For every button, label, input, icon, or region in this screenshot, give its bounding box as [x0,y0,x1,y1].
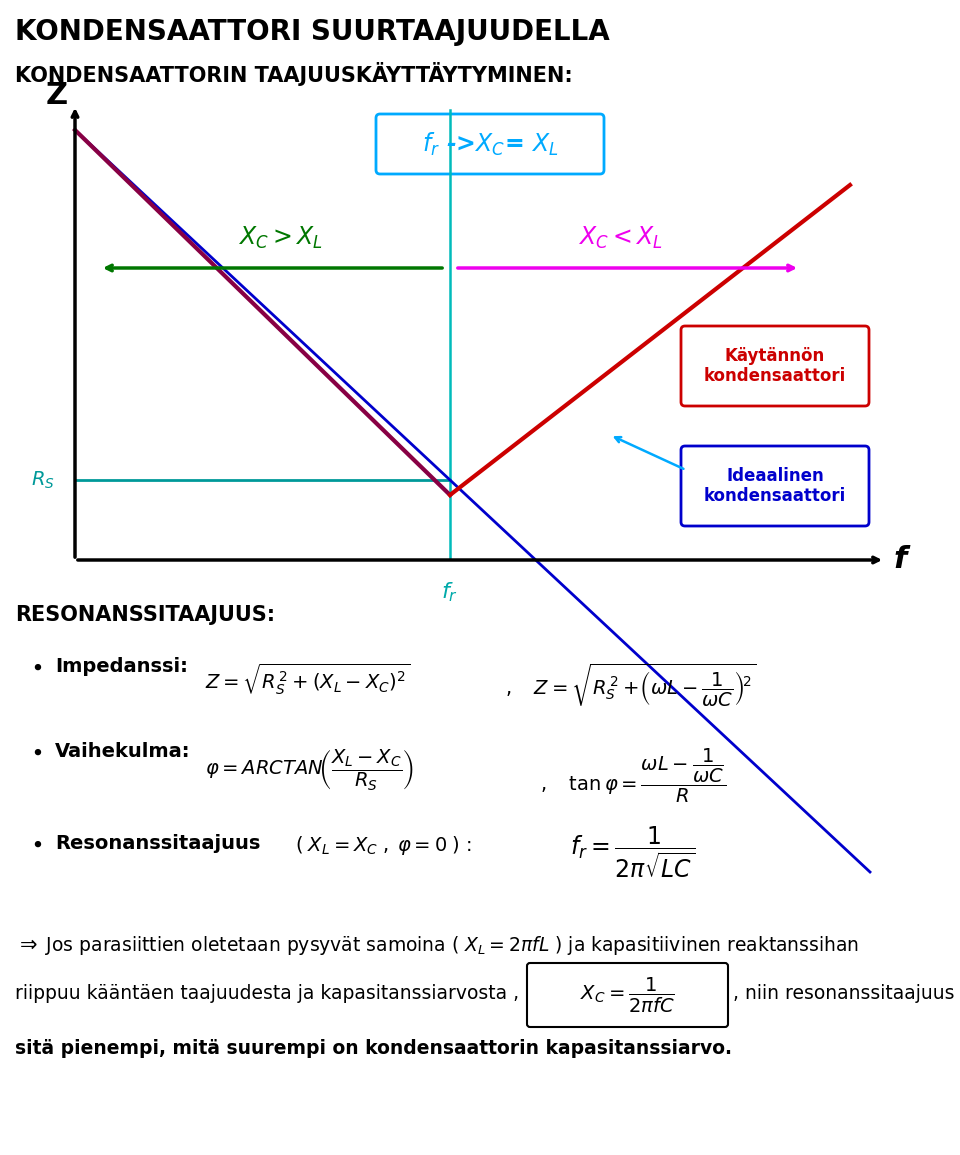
Text: KONDENSAATTORIN TAAJUUSKÄYTTÄYTYMINEN:: KONDENSAATTORIN TAAJUUSKÄYTTÄYTYMINEN: [15,62,573,85]
Text: $\Rightarrow$: $\Rightarrow$ [15,934,37,954]
Text: , niin resonanssitaajuus on: , niin resonanssitaajuus on [733,984,960,1003]
Text: $Z=\sqrt{R_S^{\,2}+(X_L-X_C)^2}$: $Z=\sqrt{R_S^{\,2}+(X_L-X_C)^2}$ [205,662,410,698]
Text: $\bullet$: $\bullet$ [30,834,42,854]
Text: $f_r$: $f_r$ [442,580,459,604]
Text: $X_C$$>$$X_L$: $X_C$$>$$X_L$ [237,225,323,251]
Text: $\bullet$: $\bullet$ [30,742,42,762]
Text: Vaihekulma:: Vaihekulma: [55,742,190,761]
Text: Impedanssi:: Impedanssi: [55,657,188,676]
Text: sitä pienempi, mitä suurempi on kondensaattorin kapasitanssiarvo.: sitä pienempi, mitä suurempi on kondensa… [15,1040,732,1058]
Text: $,\quad \tan\varphi = \dfrac{\omega L - \dfrac{1}{\omega C}}{R}$: $,\quad \tan\varphi = \dfrac{\omega L - … [540,747,727,805]
Text: Resonanssitaajuus: Resonanssitaajuus [55,834,260,854]
Text: $\varphi = ARCTAN\!\left(\dfrac{X_L - X_C}{R_S}\right)$: $\varphi = ARCTAN\!\left(\dfrac{X_L - X_… [205,747,414,792]
Text: $f_r$ ->$X_C$= $X_L$: $f_r$ ->$X_C$= $X_L$ [421,131,559,157]
Text: $(\; X_L = X_C\;,\;\varphi=0\;)$ :: $(\; X_L = X_C\;,\;\varphi=0\;)$ : [295,834,472,857]
FancyBboxPatch shape [681,446,869,526]
FancyBboxPatch shape [681,326,869,407]
Text: f: f [894,545,906,574]
Text: riippuu kääntäen taajuudesta ja kapasitanssiarvosta ,: riippuu kääntäen taajuudesta ja kapasita… [15,984,519,1003]
Text: $X_C = \dfrac{1}{2\pi f C}$: $X_C = \dfrac{1}{2\pi f C}$ [580,976,675,1014]
Text: $X_C$$<$$X_L$: $X_C$$<$$X_L$ [578,225,662,251]
Text: $,\quad Z=\sqrt{R_S^{\,2}+\!\left(\omega L-\dfrac{1}{\omega C}\right)^{\!2}}$: $,\quad Z=\sqrt{R_S^{\,2}+\!\left(\omega… [505,662,756,709]
Text: $\bullet$: $\bullet$ [30,657,42,677]
Text: $R_S$: $R_S$ [31,469,55,491]
Text: Z: Z [46,81,68,110]
Text: RESONANSSITAAJUUS:: RESONANSSITAAJUUS: [15,605,276,625]
FancyBboxPatch shape [376,114,604,174]
Text: Käytännön
kondensaattori: Käytännön kondensaattori [704,346,846,386]
Text: KONDENSAATTORI SUURTAAJUUDELLA: KONDENSAATTORI SUURTAAJUUDELLA [15,18,610,46]
Text: Ideaalinen
kondensaattori: Ideaalinen kondensaattori [704,467,846,506]
Text: $f_r = \dfrac{1}{2\pi\sqrt{LC}}$: $f_r = \dfrac{1}{2\pi\sqrt{LC}}$ [570,824,695,880]
FancyBboxPatch shape [527,963,728,1027]
Text: Jos parasiittien oletetaan pysyvät samoina ( $X_L = 2\pi fL$ ) ja kapasitiivinen: Jos parasiittien oletetaan pysyvät samoi… [45,934,859,957]
